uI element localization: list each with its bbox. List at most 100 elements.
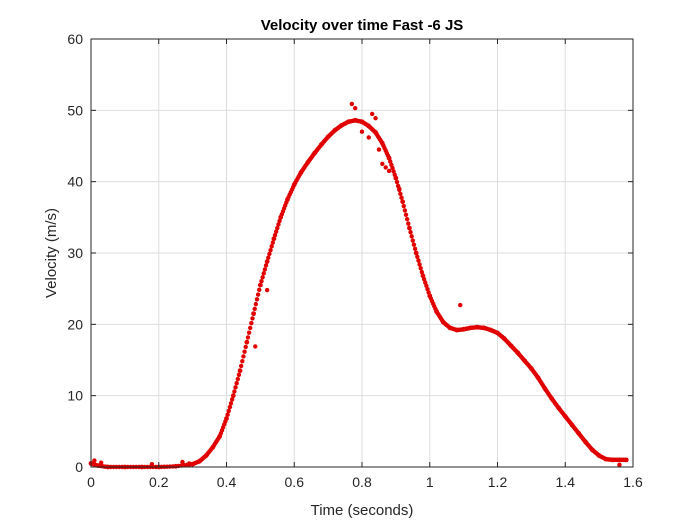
x-tick-label: 0.6 [285,474,305,490]
chart-title: Velocity over time Fast -6 JS [261,17,464,34]
x-tick-label: 1.2 [488,474,508,490]
data-point-fill [410,238,416,243]
data-point-fill [399,195,404,200]
data-point [346,119,351,125]
data-point [549,396,555,401]
y-tick-label: 30 [67,245,83,261]
data-point [197,458,202,464]
data-point [312,150,317,156]
data-point [359,119,365,125]
data-point [596,453,602,458]
outlier-point [386,168,392,174]
y-axis-ticks: 0 10 20 30 40 50 60 [67,31,633,475]
outlier-point [383,165,388,170]
data-point-fill [263,263,269,268]
data-point [562,413,568,419]
data-point-fill [425,286,430,292]
data-point [325,134,331,140]
data-point-fill [406,221,411,226]
y-tick-label: 40 [67,174,83,190]
data-point-fill [390,165,395,171]
data-point-fill [236,372,242,378]
outlier-point [92,458,97,463]
x-tick-label: 1.4 [556,474,576,490]
outlier-point [149,461,155,467]
y-tick-label: 0 [75,459,83,475]
data-point [400,199,406,205]
data-point-fill [418,266,423,271]
data-point-fill [394,179,400,185]
data-point-fill [240,358,245,364]
data-point [434,309,439,314]
data-point-fill [415,254,420,260]
outlier-point [353,105,358,111]
data-point [515,350,521,356]
data-point [542,386,548,391]
data-point-fill [269,244,274,249]
data-point-fill [229,397,235,402]
data-point [332,127,338,133]
data-point-fill [235,376,240,382]
data-point-fill [233,385,238,390]
x-tick-label: 0 [87,474,95,490]
data-point-fill [234,380,239,386]
data-point [481,325,487,331]
data-point-fill [272,232,278,238]
data-point-fill [268,247,273,253]
data-point [230,393,236,399]
data-point [224,416,229,421]
data-point [454,327,460,333]
data-point [257,282,263,288]
data-point [420,273,426,279]
data-point-fill [266,255,271,260]
data-point [305,160,311,165]
data-point [583,439,588,445]
y-tick-label: 50 [67,102,83,118]
x-tick-label: 0.4 [217,474,237,490]
data-point-fill [252,306,257,312]
outlier-point [187,461,192,466]
outlier-point [369,111,375,117]
x-tick-label: 0.8 [352,474,372,490]
data-point [461,326,467,332]
data-point [366,123,372,129]
data-point [393,175,399,181]
data-point [447,325,453,331]
y-tick-label: 20 [67,316,83,332]
data-point [251,311,256,317]
outlier-point [397,186,402,191]
data-point-fill [267,251,272,257]
x-tick-label: 1 [426,474,434,490]
data-point [244,339,250,345]
data-point [488,327,494,333]
data-point-fill [253,301,259,307]
data-point-fill [275,225,280,231]
outlier-point [180,459,185,465]
outlier-point [366,135,371,140]
data-point-fill [419,269,425,275]
data-point [501,336,507,341]
data-point-fill [403,212,409,218]
outlier-point [253,344,258,349]
data-point [535,375,541,381]
data-point [440,319,446,325]
data-point [237,368,243,374]
data-point [610,457,616,463]
outlier-point [359,129,365,134]
data-point [379,140,385,146]
data-point-fill [270,240,275,245]
data-point-fill [277,218,282,224]
data-point [318,142,324,147]
outlier-point [373,115,378,121]
data-point-fill [402,208,408,213]
data-point [386,155,392,161]
data-point [373,130,378,135]
data-point-fill [391,169,396,174]
data-point-fill [412,246,418,252]
data-point-fill [417,262,422,267]
data-point-fill [226,408,231,414]
data-point-fill [398,191,403,196]
data-point-fill [273,229,279,234]
data-point [203,453,209,458]
data-point-fill [401,203,406,209]
